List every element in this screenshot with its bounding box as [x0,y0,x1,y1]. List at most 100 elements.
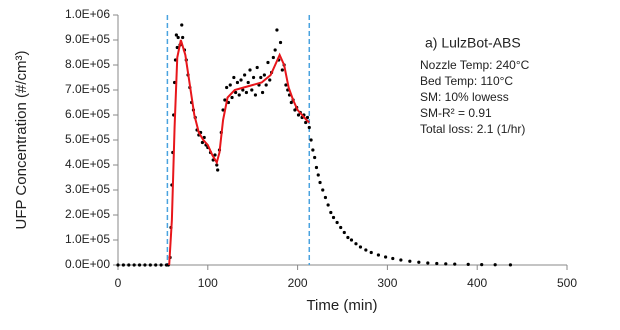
y-tick-label: 9.0E+05 [65,32,110,46]
data-point [339,225,343,230]
annotation: Total loss: 2.1 (1/hr) [420,122,525,136]
data-point [243,73,247,77]
data-point [143,263,147,267]
data-point [235,80,240,85]
x-tick-label: 100 [198,276,218,290]
data-point [296,113,301,117]
data-point [273,48,277,52]
data-point [239,78,243,82]
data-point [264,83,268,87]
y-tick-label: 5.0E+05 [65,132,110,146]
data-point [329,210,333,215]
x-axis-label: Time (min) [306,297,377,314]
data-point [493,263,497,267]
data-point [216,168,220,172]
data-point [148,263,152,267]
data-point [354,242,358,246]
data-point [268,78,272,82]
data-point [326,203,330,207]
data-point [260,90,265,95]
data-point [225,85,229,90]
data-point [323,195,328,200]
data-point [266,60,270,65]
data-point [335,220,339,225]
data-point [116,263,120,267]
data-point [305,115,310,120]
data-point [159,263,163,267]
x-tick-label: 500 [557,276,577,290]
data-point [180,23,184,27]
data-point [271,55,275,60]
data-point [275,28,279,32]
data-point [215,163,219,167]
data-point [137,263,142,267]
smoothed-line [168,39,310,266]
data-point [246,80,250,85]
data-point [175,45,179,50]
data-point [314,165,319,170]
data-point [508,263,513,267]
data-point [358,245,363,249]
data-point [364,248,368,252]
data-point [391,256,395,261]
data-point [293,108,297,112]
data-point [223,98,227,102]
y-tick-label: 7.0E+05 [65,82,110,96]
data-point [466,262,470,266]
y-axis-label: UFP Concentration (#/cm³) [13,51,30,230]
data-point [444,262,448,266]
data-point [241,88,245,92]
data-point [284,83,288,87]
y-tick-label: 0.0E+00 [65,257,110,271]
data-point [221,108,225,112]
data-point [307,125,311,130]
data-point [244,90,249,95]
data-point [453,262,457,266]
data-point [230,95,234,100]
data-point [132,263,136,267]
data-point [213,153,217,157]
data-point [248,68,252,72]
data-point [349,238,354,242]
data-point [127,263,131,267]
annotation: Nozzle Temp: 240°C [420,58,530,72]
data-point [259,75,263,80]
data-point [331,215,336,220]
y-tick-label: 1.0E+05 [65,232,110,246]
data-point [181,35,185,40]
data-point [121,263,125,267]
data-point [280,68,284,72]
data-point [311,148,315,152]
data-point [250,88,254,92]
data-point [176,35,180,40]
data-point [321,188,325,192]
data-point [289,100,293,105]
data-point [278,40,283,45]
x-tick-label: 200 [288,276,308,290]
data-point [232,75,236,80]
data-point [313,155,317,160]
data-point [228,83,232,87]
data-point [237,93,241,97]
data-point [342,230,346,235]
data-point [200,140,205,145]
data-point [376,253,381,257]
data-point [408,259,412,263]
annotation-title: a) LulzBot-ABS [425,35,521,51]
data-point [384,255,388,259]
data-point [262,73,266,77]
data-point [174,33,178,37]
x-tick-label: 400 [467,276,487,290]
x-tick-label: 300 [377,276,397,290]
y-tick-label: 4.0E+05 [65,157,110,171]
data-point [399,258,403,262]
y-tick-label: 6.0E+05 [65,107,110,121]
data-point [435,261,439,266]
data-point [318,180,322,185]
data-point [304,120,308,125]
y-tick-label: 3.0E+05 [65,182,110,196]
data-point [154,263,158,267]
annotation: Bed Temp: 110°C [420,74,513,88]
x-tick-label: 0 [115,276,122,290]
